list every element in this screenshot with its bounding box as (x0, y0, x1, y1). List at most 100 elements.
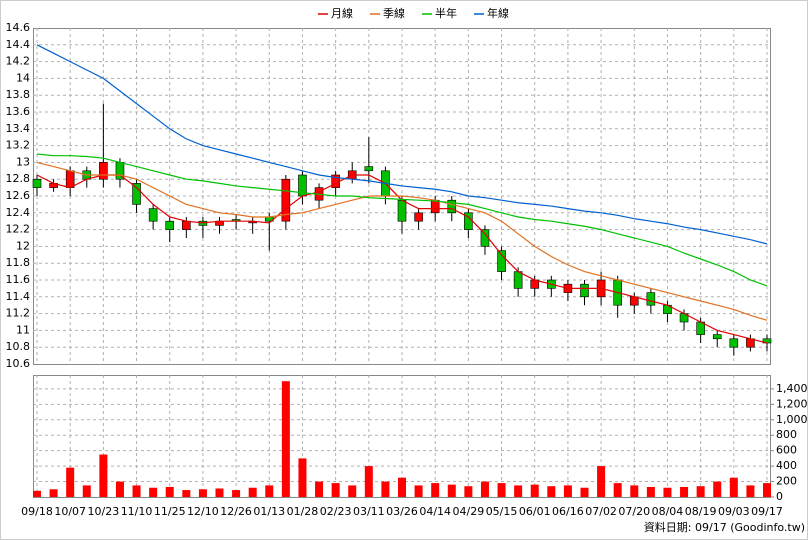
candle-body (281, 178, 291, 222)
x-tick-label: 02/23 (320, 505, 352, 518)
x-tick-label: 03/26 (386, 505, 418, 518)
candle-body (364, 166, 374, 172)
y-tick-label: 0 (776, 490, 783, 503)
candle-body (397, 199, 407, 222)
volume-bar (746, 485, 755, 497)
volume-bar (33, 490, 41, 497)
x-tick-label: 10/23 (88, 505, 120, 518)
y-tick-label: 1,400 (776, 382, 808, 395)
volume-bar (248, 487, 257, 497)
candle-body (165, 220, 175, 230)
x-tick-label: 01/13 (253, 505, 285, 518)
volume-bar (182, 490, 191, 497)
candle-body (182, 220, 191, 230)
y-tick-label: 12.4 (6, 206, 31, 219)
x-tick-label: 04/29 (453, 505, 485, 518)
x-tick-label: 05/15 (486, 505, 518, 518)
volume-bar (381, 481, 390, 497)
volume-bar (480, 481, 489, 497)
volume-bar (82, 485, 91, 497)
x-tick-label: 08/19 (685, 505, 717, 518)
y-tick-label: 11.2 (6, 307, 31, 320)
volume-bar (149, 487, 158, 497)
volume-bar (613, 483, 622, 497)
y-tick-label: 400 (776, 459, 797, 472)
volume-bar (232, 490, 241, 497)
candle-body (580, 283, 589, 298)
volume-bar (447, 484, 456, 497)
y-tick-label: 12 (16, 239, 30, 252)
volume-bar (763, 483, 771, 497)
x-tick-label: 11/10 (121, 505, 153, 518)
y-tick-label: 10.8 (6, 340, 31, 353)
y-tick-label: 11.6 (6, 273, 31, 286)
volume-bar (331, 483, 340, 497)
legend-label: 月線 (331, 6, 353, 20)
candle-body (32, 178, 42, 188)
volume-bar (348, 485, 357, 497)
volume-bar (99, 454, 108, 497)
x-tick-label: 07/20 (618, 505, 650, 518)
candle-body (447, 199, 457, 214)
volume-bar (281, 381, 290, 497)
candle-body (414, 212, 423, 222)
volume-bar (514, 485, 523, 497)
volume-bar (165, 486, 174, 497)
y-tick-label: 11.4 (6, 290, 31, 303)
volume-bar (646, 486, 655, 497)
volume-bar (530, 484, 539, 497)
volume-bar (364, 466, 373, 497)
x-tick-label: 07/02 (585, 505, 617, 518)
y-tick-label: 13.2 (6, 139, 31, 152)
ma-line (36, 44, 768, 245)
volume-bar (265, 485, 274, 497)
volume-bar (198, 489, 207, 497)
y-tick-label: 14 (16, 71, 30, 84)
candle-body (729, 338, 739, 348)
candle-body (712, 334, 722, 340)
volume-bar (680, 486, 689, 497)
ma-line (36, 174, 768, 344)
x-tick-label: 09/03 (718, 505, 750, 518)
candle-body (132, 183, 141, 205)
y-tick-label: 14.2 (6, 55, 31, 68)
volume-bar (563, 485, 572, 497)
y-tick-label: 10.6 (6, 357, 31, 370)
volume-bar (630, 485, 639, 497)
source-note: 資料日期: 09/17 (Goodinfo.tw) (644, 520, 805, 534)
volume-bar (298, 458, 307, 497)
volume-bar (431, 483, 440, 497)
x-tick-label: 09/17 (751, 505, 783, 518)
x-tick-label: 09/18 (21, 505, 53, 518)
volume-bar (497, 483, 506, 497)
y-tick-label: 13.8 (6, 88, 31, 101)
y-tick-label: 14.6 (6, 21, 31, 34)
candle-body (65, 170, 75, 188)
y-tick-label: 600 (776, 444, 797, 457)
volume-bar (49, 489, 58, 497)
candle-body (148, 208, 158, 222)
x-tick-label: 12/10 (187, 505, 219, 518)
volume-bar (597, 466, 606, 497)
volume-bar (663, 487, 672, 497)
y-tick-label: 200 (776, 475, 797, 488)
y-tick-label: 800 (776, 428, 797, 441)
volume-bar (315, 481, 324, 497)
volume-bar (464, 486, 473, 497)
y-tick-label: 14.4 (6, 38, 31, 51)
x-tick-label: 03/11 (353, 505, 385, 518)
y-tick-label: 12.2 (6, 223, 31, 236)
candle-body (513, 271, 523, 289)
x-tick-label: 12/26 (220, 505, 252, 518)
ma-line (36, 153, 768, 287)
volume-bar (547, 486, 556, 497)
volume-bar (66, 467, 75, 497)
y-tick-label: 1,000 (776, 413, 808, 426)
y-tick-label: 11 (16, 323, 30, 336)
legend-label: 季線 (383, 6, 405, 20)
volume-bar (414, 485, 423, 497)
ma-line (36, 161, 768, 321)
candle-body (430, 199, 440, 214)
volume-bar (713, 481, 722, 497)
candle-body (497, 250, 506, 272)
